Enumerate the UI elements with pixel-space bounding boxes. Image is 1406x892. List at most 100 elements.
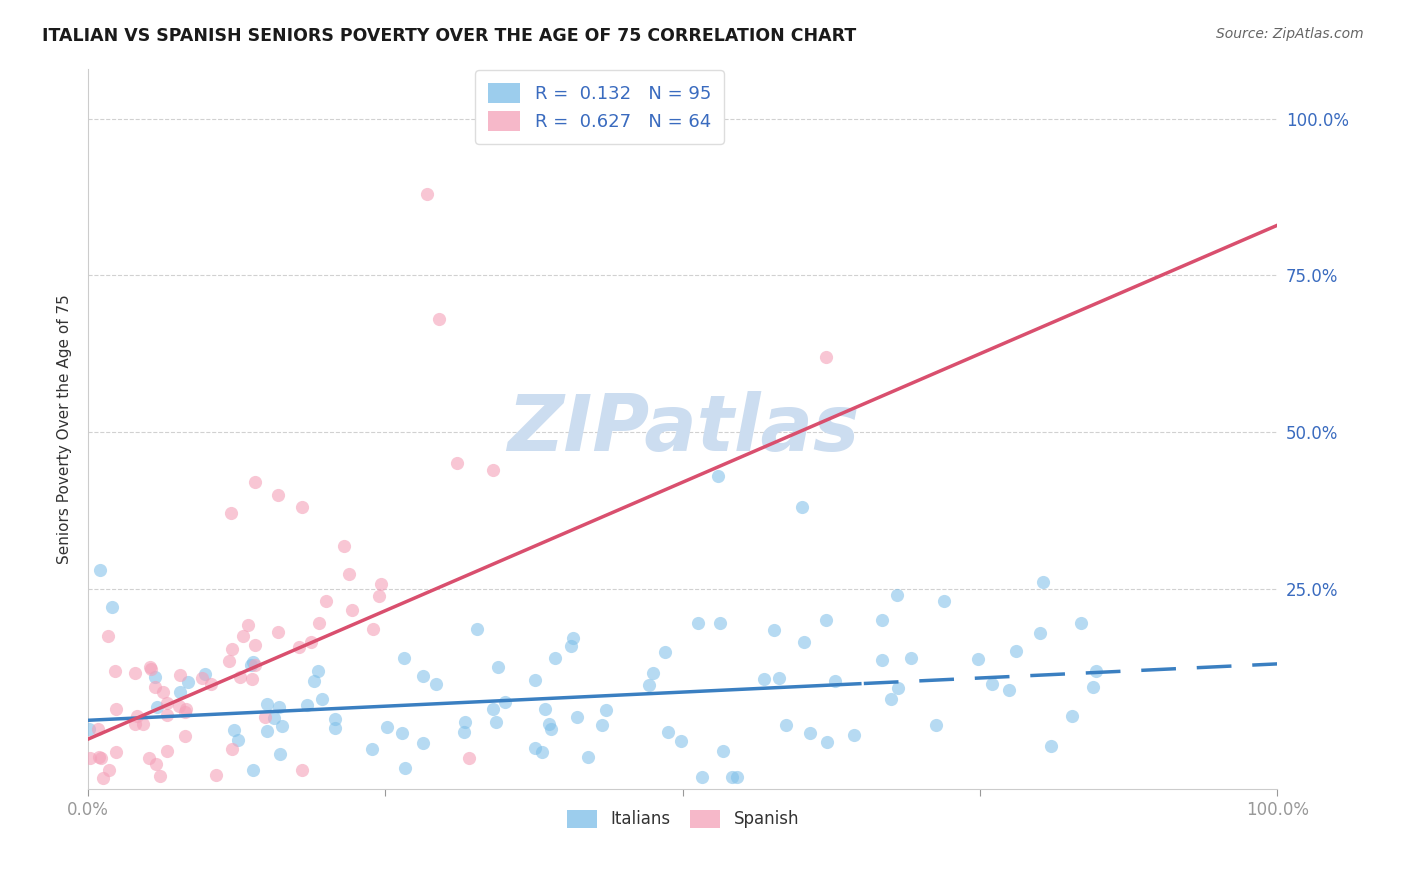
Point — [101, 600, 124, 615]
Point — [688, 615, 710, 630]
Point — [315, 594, 337, 608]
Point — [1070, 616, 1092, 631]
Text: Source: ZipAtlas.com: Source: ZipAtlas.com — [1216, 27, 1364, 41]
Point — [143, 670, 166, 684]
Point — [486, 659, 509, 673]
Point — [243, 639, 266, 653]
Point — [243, 658, 266, 673]
Point — [763, 624, 786, 638]
Point — [138, 751, 160, 765]
Point — [243, 475, 266, 490]
Point — [79, 750, 101, 764]
Point — [302, 674, 325, 689]
Point — [637, 678, 659, 692]
Point — [793, 634, 815, 648]
Point — [307, 665, 329, 679]
Point — [1032, 575, 1054, 590]
Point — [392, 651, 415, 665]
Point — [565, 710, 588, 724]
Point — [370, 576, 392, 591]
Point — [104, 664, 127, 678]
Point — [256, 724, 278, 739]
Point — [494, 695, 516, 709]
Point — [323, 712, 346, 726]
Legend: Italians, Spanish: Italians, Spanish — [560, 803, 806, 835]
Point — [125, 709, 148, 723]
Point — [524, 740, 547, 755]
Point — [412, 736, 434, 750]
Point — [145, 756, 167, 771]
Point — [721, 770, 744, 784]
Text: ZIPatlas: ZIPatlas — [506, 391, 859, 467]
Point — [167, 699, 190, 714]
Point — [454, 715, 477, 730]
Point — [824, 673, 846, 688]
Point — [1083, 681, 1105, 695]
Point — [308, 616, 330, 631]
Point — [368, 589, 391, 603]
Point — [453, 725, 475, 739]
Point — [104, 701, 127, 715]
Point — [194, 666, 217, 681]
Point — [291, 764, 314, 778]
Point — [291, 500, 314, 515]
Point — [169, 668, 191, 682]
Point — [89, 563, 111, 577]
Point — [998, 683, 1021, 698]
Point — [267, 625, 290, 640]
Point — [146, 700, 169, 714]
Point — [155, 744, 177, 758]
Point — [481, 462, 503, 476]
Point — [870, 653, 893, 667]
Point — [657, 725, 679, 739]
Point — [482, 702, 505, 716]
Point — [173, 705, 195, 719]
Point — [886, 588, 908, 602]
Point — [775, 718, 797, 732]
Point — [91, 772, 114, 786]
Point — [394, 760, 416, 774]
Point — [299, 635, 322, 649]
Point — [690, 770, 713, 784]
Point — [240, 673, 263, 687]
Point — [288, 640, 311, 654]
Point — [534, 701, 557, 715]
Point — [361, 622, 384, 636]
Point — [124, 716, 146, 731]
Point — [870, 614, 893, 628]
Point — [814, 350, 837, 364]
Point — [654, 645, 676, 659]
Point — [242, 656, 264, 670]
Point — [174, 702, 197, 716]
Point — [200, 677, 222, 691]
Point — [77, 723, 100, 737]
Point — [446, 456, 468, 470]
Point — [152, 684, 174, 698]
Point — [427, 312, 450, 326]
Point — [236, 617, 259, 632]
Point — [523, 673, 546, 688]
Point — [887, 681, 910, 696]
Point — [669, 734, 692, 748]
Point — [934, 594, 956, 608]
Point — [242, 763, 264, 777]
Point — [332, 539, 354, 553]
Point — [900, 650, 922, 665]
Point — [104, 745, 127, 759]
Point — [425, 677, 447, 691]
Point — [239, 657, 262, 672]
Point — [1060, 709, 1083, 723]
Point — [1085, 664, 1108, 678]
Point — [339, 566, 361, 581]
Y-axis label: Seniors Poverty Over the Age of 75: Seniors Poverty Over the Age of 75 — [58, 294, 72, 564]
Point — [156, 697, 179, 711]
Point — [325, 721, 347, 735]
Point — [143, 680, 166, 694]
Point — [267, 700, 290, 714]
Point — [124, 665, 146, 680]
Point — [229, 670, 252, 684]
Point — [799, 725, 821, 739]
Point — [768, 671, 790, 685]
Point — [707, 468, 730, 483]
Point — [815, 735, 838, 749]
